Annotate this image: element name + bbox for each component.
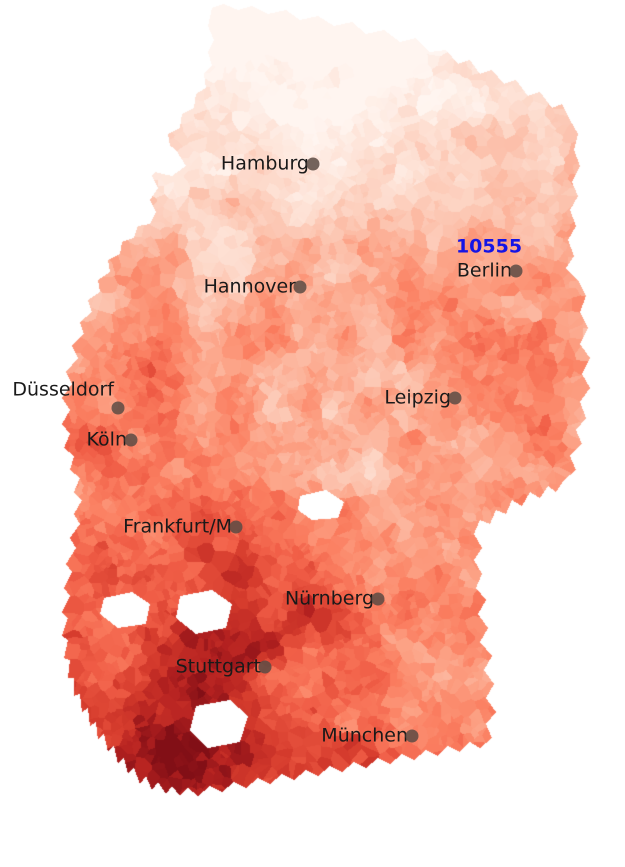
city-dot-hamburg <box>306 157 320 171</box>
city-label-muenchen: München <box>321 724 408 747</box>
city-label-frankfurtm: Frankfurt/M <box>123 515 232 538</box>
city-dot-koeln <box>124 433 138 447</box>
city-dot-stuttgart <box>258 660 272 674</box>
city-dot-nuernberg <box>371 592 385 606</box>
city-dot-berlin <box>509 264 523 278</box>
city-label-stuttgart: Stuttgart <box>175 655 261 678</box>
city-dot-leipzig <box>448 391 462 405</box>
city-label-koeln: Köln <box>86 428 127 451</box>
city-dot-frankfurtm <box>229 520 243 534</box>
city-dot-muenchen <box>405 729 419 743</box>
postal-code-annotation: 10555 <box>455 235 523 258</box>
city-label-leipzig: Leipzig <box>384 386 451 409</box>
city-label-berlin: Berlin <box>456 259 512 282</box>
city-dot-duesseldorf <box>111 401 125 415</box>
city-label-nuernberg: Nürnberg <box>284 587 374 610</box>
city-label-hannover: Hannover <box>203 275 296 298</box>
city-dot-hannover <box>293 280 307 294</box>
city-label-hamburg: Hamburg <box>220 152 309 175</box>
city-label-duesseldorf: Düsseldorf <box>12 378 114 401</box>
